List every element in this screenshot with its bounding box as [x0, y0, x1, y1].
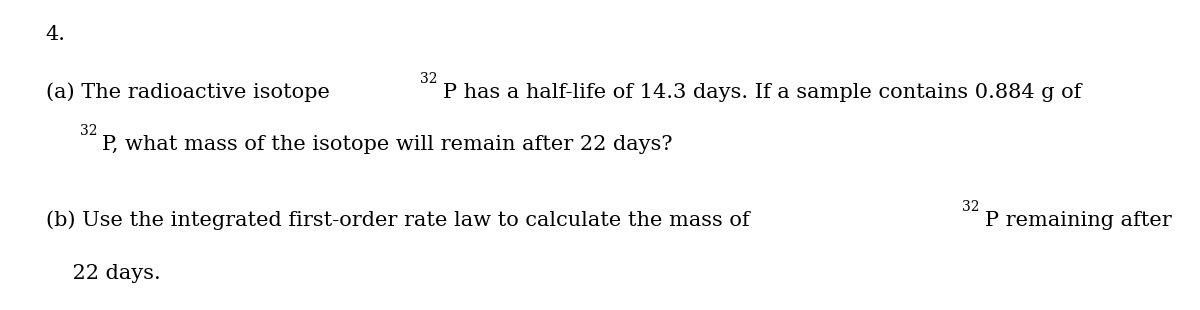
Text: (a) The radioactive isotope: (a) The radioactive isotope	[46, 82, 336, 102]
Text: 32: 32	[420, 72, 438, 86]
Text: 4.: 4.	[46, 25, 66, 44]
Text: (b) Use the integrated first-order rate law to calculate the mass of: (b) Use the integrated first-order rate …	[46, 210, 756, 230]
Text: P remaining after: P remaining after	[985, 211, 1171, 230]
Text: P has a half-life of 14.3 days. If a sample contains 0.884 g of: P has a half-life of 14.3 days. If a sam…	[443, 83, 1081, 102]
Text: P, what mass of the isotope will remain after 22 days?: P, what mass of the isotope will remain …	[102, 135, 673, 154]
Text: 32: 32	[962, 201, 979, 215]
Text: 22 days.: 22 days.	[46, 264, 161, 283]
Text: 32: 32	[79, 125, 97, 139]
